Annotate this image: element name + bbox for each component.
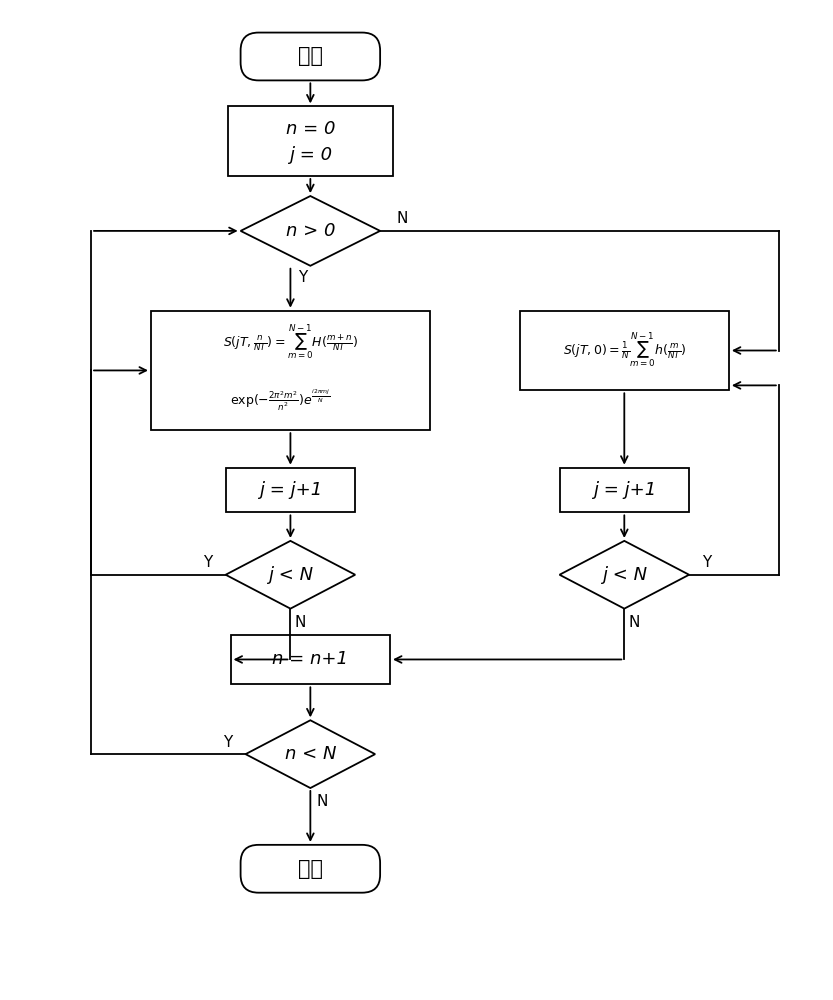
Text: n = 0: n = 0 — [286, 120, 335, 138]
Bar — [560, 468, 689, 512]
FancyBboxPatch shape — [241, 845, 380, 893]
Bar — [151, 311, 430, 430]
Text: N: N — [317, 794, 328, 809]
Bar — [226, 468, 355, 512]
FancyBboxPatch shape — [241, 33, 380, 80]
Text: 开始: 开始 — [298, 46, 323, 66]
Text: $S(jT,0)=\frac{1}{N}\sum_{m=0}^{N-1}h(\frac{m}{NT})$: $S(jT,0)=\frac{1}{N}\sum_{m=0}^{N-1}h(\f… — [562, 331, 686, 370]
Text: j < N: j < N — [268, 566, 313, 584]
Text: Y: Y — [297, 270, 307, 285]
Text: N: N — [397, 211, 407, 226]
Text: n > 0: n > 0 — [286, 222, 335, 240]
Text: 结束: 结束 — [298, 859, 323, 879]
Text: n < N: n < N — [285, 745, 336, 763]
Polygon shape — [226, 541, 355, 609]
Bar — [231, 635, 390, 684]
Polygon shape — [560, 541, 689, 609]
Text: N: N — [295, 615, 306, 630]
Polygon shape — [246, 720, 375, 788]
Polygon shape — [241, 196, 380, 266]
Text: j = 0: j = 0 — [289, 146, 332, 164]
Bar — [520, 311, 729, 390]
Text: j = j+1: j = j+1 — [259, 481, 322, 499]
Text: Y: Y — [203, 555, 212, 570]
Text: j = j+1: j = j+1 — [593, 481, 656, 499]
Text: j < N: j < N — [601, 566, 647, 584]
Text: n = n+1: n = n+1 — [272, 650, 348, 668]
Text: $S(jT,\frac{n}{NT})=\sum_{m=0}^{N-1}H(\frac{m+n}{NT})$: $S(jT,\frac{n}{NT})=\sum_{m=0}^{N-1}H(\f… — [222, 323, 358, 362]
Text: N: N — [629, 615, 640, 630]
Text: Y: Y — [702, 555, 711, 570]
Text: Y: Y — [223, 735, 232, 750]
Bar — [228, 106, 392, 176]
Text: $\exp(-\frac{2\pi^2 m^2}{n^2})e^{\frac{i2\pi mj}{N}}$: $\exp(-\frac{2\pi^2 m^2}{n^2})e^{\frac{i… — [230, 388, 331, 413]
